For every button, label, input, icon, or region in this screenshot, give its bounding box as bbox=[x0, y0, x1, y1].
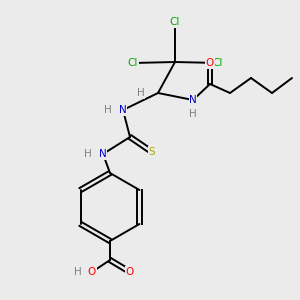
Text: Cl: Cl bbox=[170, 17, 180, 27]
Text: O: O bbox=[126, 267, 134, 277]
Text: N: N bbox=[119, 105, 127, 115]
Text: Cl: Cl bbox=[213, 58, 223, 68]
Text: H: H bbox=[189, 109, 197, 119]
Text: N: N bbox=[99, 149, 107, 159]
Text: H: H bbox=[137, 88, 145, 98]
Text: O: O bbox=[88, 267, 96, 277]
Text: H: H bbox=[104, 105, 112, 115]
Text: O: O bbox=[206, 58, 214, 68]
Text: N: N bbox=[189, 95, 197, 105]
Text: Cl: Cl bbox=[128, 58, 138, 68]
Text: S: S bbox=[149, 147, 155, 157]
Text: H: H bbox=[74, 267, 82, 277]
Text: H: H bbox=[84, 149, 92, 159]
